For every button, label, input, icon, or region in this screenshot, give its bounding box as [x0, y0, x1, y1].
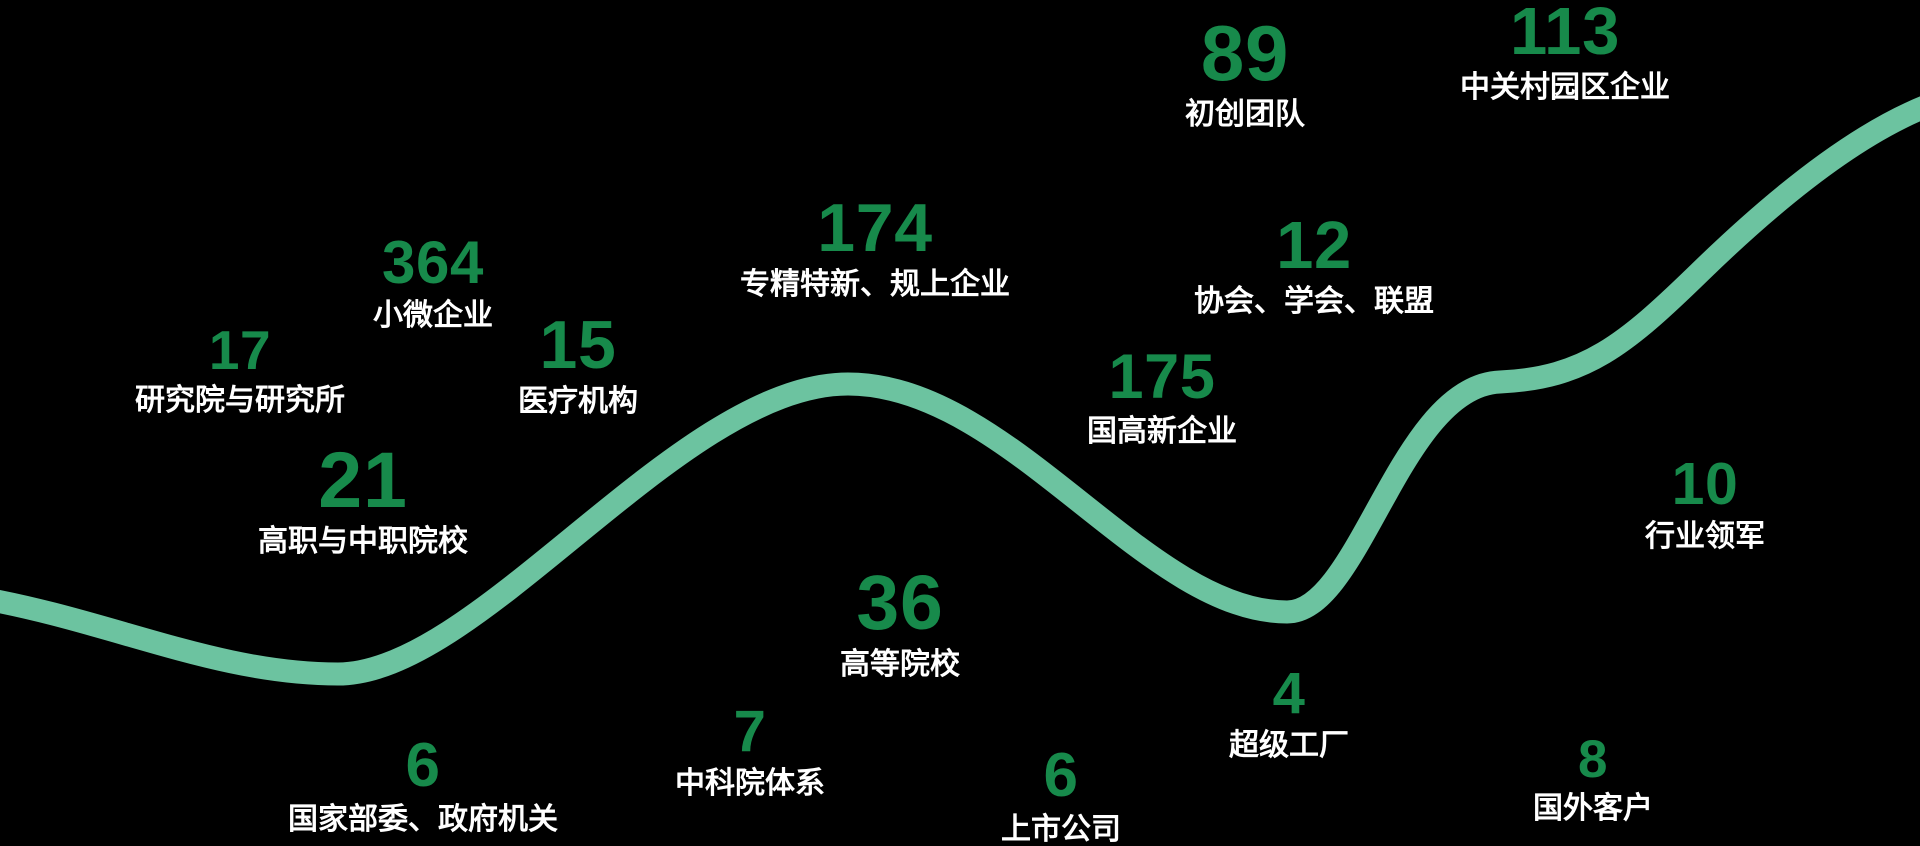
- stat-label: 中科院体系: [675, 767, 825, 800]
- stat-startup-teams: 89 初创团队: [1185, 14, 1305, 131]
- stat-value: 12: [1276, 208, 1352, 283]
- stat-value: 113: [1509, 0, 1621, 69]
- stat-overseas-clients: 8 国外客户: [1533, 733, 1653, 825]
- stat-listed-companies: 6 上市公司: [1001, 745, 1121, 846]
- stat-value: 175: [1108, 342, 1216, 412]
- stat-ministries-government-agencies: 6 国家部委、政府机关: [288, 731, 558, 837]
- stat-label: 研究院与研究所: [135, 384, 345, 417]
- stat-value: 174: [817, 190, 933, 266]
- stat-value: 7: [733, 699, 767, 764]
- stat-label: 专精特新、规上企业: [740, 268, 1010, 301]
- stat-associations-societies-alliances: 12 协会、学会、联盟: [1194, 212, 1434, 318]
- stat-value: 21: [318, 435, 408, 524]
- stat-label: 初创团队: [1185, 98, 1305, 131]
- stat-label: 医疗机构: [518, 385, 638, 418]
- stat-value: 36: [856, 560, 944, 646]
- stat-medical-institutions: 15 医疗机构: [518, 311, 638, 418]
- stat-label: 高职与中职院校: [258, 525, 468, 558]
- stat-research-institutes: 17 研究院与研究所: [135, 319, 345, 418]
- stat-value: 8: [1577, 730, 1608, 789]
- stat-small-micro-enterprises: 364 小微企业: [373, 229, 493, 333]
- stat-label: 小微企业: [373, 299, 493, 332]
- stat-value: 6: [1043, 741, 1079, 810]
- stat-value: 15: [539, 307, 617, 383]
- stat-national-high-tech-enterprises: 175 国高新企业: [1087, 342, 1237, 449]
- stat-cas-system: 7 中科院体系: [675, 699, 825, 801]
- stat-label: 协会、学会、联盟: [1194, 285, 1434, 318]
- stat-label: 国高新企业: [1087, 415, 1237, 448]
- stat-value: 10: [1671, 451, 1739, 517]
- stat-value: 6: [405, 731, 441, 800]
- stat-label: 高等院校: [840, 648, 960, 681]
- stat-industry-leaders: 10 行业领军: [1645, 451, 1765, 554]
- stat-higher-education-institutions: 36 高等院校: [840, 560, 960, 682]
- stat-value: 89: [1200, 9, 1290, 97]
- stat-specialized-enterprises: 174 专精特新、规上企业: [740, 194, 1010, 301]
- stat-value: 17: [208, 319, 272, 381]
- stat-value: 364: [382, 229, 484, 296]
- stat-label: 上市公司: [1001, 813, 1121, 846]
- stat-super-factories: 4 超级工厂: [1229, 661, 1349, 763]
- stat-zhongguancun-park-enterprises: 113 中关村园区企业: [1460, 0, 1670, 104]
- stat-label: 国外客户: [1533, 792, 1653, 825]
- stat-label: 超级工厂: [1229, 729, 1349, 762]
- stat-value: 4: [1272, 661, 1306, 726]
- stat-label: 行业领军: [1645, 520, 1765, 553]
- stat-label: 中关村园区企业: [1460, 71, 1670, 104]
- stat-label: 国家部委、政府机关: [288, 803, 558, 836]
- stat-vocational-colleges: 21 高职与中职院校: [258, 440, 468, 558]
